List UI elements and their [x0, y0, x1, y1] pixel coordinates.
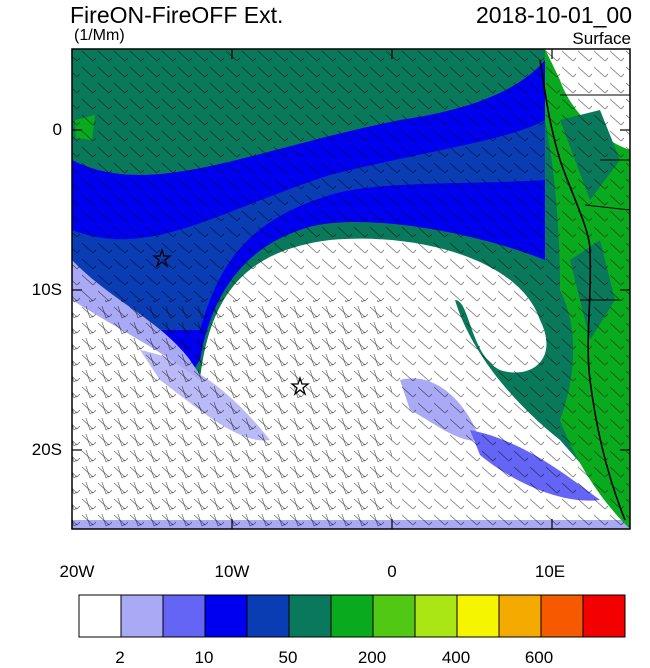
colorbar-label-10: 10	[194, 648, 214, 667]
colorbar-label-400: 400	[441, 648, 471, 667]
lon-label-10e: 10E	[534, 562, 566, 581]
colorbar-swatch	[162, 594, 206, 638]
star-marker-west	[152, 247, 172, 268]
colorbar-label-50: 50	[278, 648, 298, 667]
lon-label-20w: 20W	[59, 562, 95, 581]
colorbar-swatch	[414, 594, 458, 638]
lat-label-10s: 10S	[31, 280, 62, 299]
lon-label-0: 0	[387, 562, 397, 581]
colorbar-swatch	[582, 594, 626, 638]
level-label: Surface	[572, 29, 631, 48]
datetime-label: 2018-10-01_00	[475, 2, 632, 28]
colorbar-swatch	[498, 594, 542, 638]
colorbar-swatch	[372, 594, 416, 638]
lat-label-0: 0	[52, 120, 62, 139]
colorbar-label-2: 2	[115, 648, 125, 667]
map-title: FireON-FireOFF Ext.	[70, 2, 284, 28]
colorbar-swatch	[204, 594, 248, 638]
map-field	[72, 49, 630, 529]
colorbar-label-600: 600	[524, 648, 554, 667]
colorbar-swatch	[456, 594, 500, 638]
colorbar-swatch	[246, 594, 290, 638]
lat-label-20s: 20S	[31, 440, 62, 459]
units-label: (1/Mm)	[74, 27, 125, 44]
colorbar-swatch	[330, 594, 374, 638]
star-marker-center	[290, 375, 310, 396]
colorbar-swatch	[540, 594, 584, 638]
lon-label-10w: 10W	[214, 562, 250, 581]
axis-ticks	[71, 49, 630, 529]
colorbar-swatch	[78, 594, 122, 638]
colorbar-swatch	[120, 594, 164, 638]
colorbar	[78, 594, 626, 638]
colorbar-swatch	[288, 594, 332, 638]
plot-frame	[71, 48, 631, 530]
colorbar-label-200: 200	[357, 648, 387, 667]
